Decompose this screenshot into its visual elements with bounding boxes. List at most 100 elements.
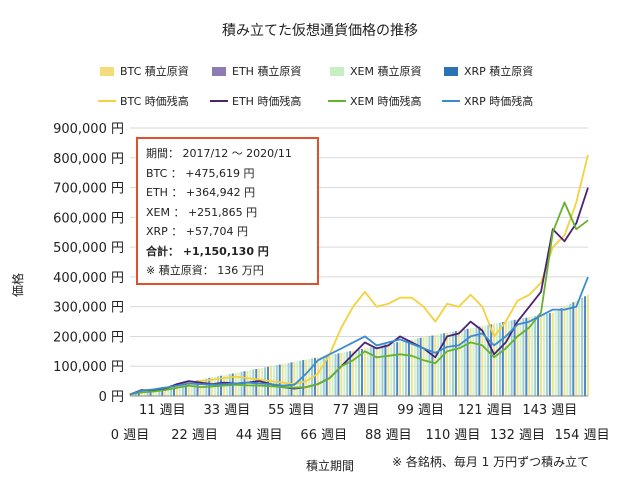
principal-bar (519, 318, 522, 396)
principal-bar (140, 390, 143, 396)
principal-bar (284, 363, 287, 396)
principal-bar (278, 364, 281, 396)
x-tick-label: 66 週目 (300, 428, 347, 443)
y-axis: 0 円 100,000 円 200,000 円 300,000 円 400,000 円 5… (53, 122, 124, 405)
principal-bar (393, 342, 396, 396)
principal-bar (358, 349, 360, 396)
principal-bar (399, 341, 402, 396)
principal-bar (510, 320, 513, 396)
principal-bar (407, 339, 410, 396)
principal-bar (363, 348, 366, 396)
legend-label: XRP 積立原資 (464, 64, 533, 78)
principal-bar (290, 362, 293, 396)
principal-bar (302, 360, 305, 396)
principal-bar (190, 381, 193, 396)
summary-principal: ※ 積立原資： 136 万円 (146, 264, 264, 277)
principal-bar (352, 350, 355, 396)
summary-period: 期間： 2017/12 ～ 2020/11 (146, 147, 292, 160)
principal-bar (293, 361, 296, 396)
principal-bar (313, 357, 316, 396)
principal-bar (478, 326, 481, 396)
legend-swatch (212, 67, 226, 76)
principal-bar (569, 303, 572, 396)
x-tick-label: 132 週目 (490, 428, 545, 443)
principal-bar (287, 362, 290, 396)
principal-bar (178, 383, 181, 396)
x-tick-label: 55 週目 (268, 403, 315, 418)
x-tick-label: 99 週目 (397, 403, 444, 418)
series-line (129, 201, 589, 396)
summary-xem: XEM ： +251,865 円 (146, 205, 258, 219)
principal-bar (305, 359, 308, 396)
principal-bar (472, 327, 475, 396)
principal-bar (387, 343, 390, 396)
principal-bar (410, 339, 413, 396)
principal-bar (281, 363, 284, 396)
principal-bar (449, 332, 452, 396)
principal-bar (487, 324, 490, 396)
principal-bar (578, 299, 581, 396)
principal-bar (343, 352, 346, 396)
principal-bar (545, 313, 548, 396)
principal-bar (404, 340, 407, 396)
principal-bar (196, 380, 199, 396)
principal-bar (416, 338, 419, 396)
principal-bar (296, 361, 299, 396)
principal-bar (522, 318, 525, 396)
principal-bar (308, 358, 311, 396)
x-tick-label: 121 週目 (458, 403, 513, 418)
legend-label: XEM 積立原資 (350, 64, 421, 78)
summary-xrp: XRP ： +57,704 円 (146, 225, 249, 238)
x-tick-label: 88 週目 (365, 428, 412, 443)
chart-legend: BTC 積立原資 ETH 積立原資 XEM 積立原資 XRP 積立原資 BTC 時価残高… (98, 64, 533, 108)
principal-bar (402, 341, 405, 396)
principal-bar (384, 344, 387, 396)
principal-bar (516, 319, 519, 396)
principal-bar (572, 302, 575, 396)
x-tick-label: 77 週目 (333, 403, 380, 418)
chart-title: 積み立てた仮想通貨価格の推移 (222, 22, 418, 39)
y-tick-label: 800,000 円 (53, 152, 124, 167)
principal-bar (425, 336, 428, 396)
legend-swatch (444, 67, 458, 76)
principal-bar (531, 316, 534, 396)
y-tick-label: 600,000 円 (53, 211, 124, 226)
principal-bar (446, 332, 449, 396)
principal-bar (542, 314, 545, 396)
principal-bar (319, 356, 322, 396)
y-tick-label: 900,000 円 (53, 122, 124, 137)
legend-label: BTC 積立原資 (120, 64, 189, 78)
x-tick-label: 143 週目 (522, 403, 577, 418)
principal-bar (316, 357, 319, 396)
market-value-lines (129, 154, 589, 396)
principal-bar (258, 368, 261, 396)
principal-bar (551, 312, 554, 396)
principal-bar (175, 384, 178, 396)
principal-bar (275, 365, 278, 396)
principal-bar (173, 384, 176, 396)
principal-bar (528, 317, 531, 396)
principal-bar (581, 297, 584, 396)
y-tick-label: 500,000 円 (53, 241, 124, 256)
principal-bar (584, 296, 587, 396)
footnote: ※ 各銘柄、毎月 1 万円ずつ積み立て (392, 454, 589, 469)
principal-bar (537, 315, 540, 396)
x-axis-title: 積立期間 (306, 458, 354, 473)
principal-bar (504, 321, 507, 396)
principal-bar (340, 352, 343, 396)
x-tick-label: 22 週目 (171, 428, 218, 443)
principal-bar (463, 329, 466, 396)
principal-bar (566, 305, 569, 396)
y-tick-label: 200,000 円 (53, 330, 124, 345)
x-axis: 11 週目 33 週目 55 週目 77 週目 99 週目 121 週目 143 週目 0 週… (111, 395, 610, 443)
principal-bar (443, 333, 446, 396)
legend-swatch (330, 67, 344, 76)
principal-bar (460, 329, 463, 396)
principal-bar (469, 328, 472, 396)
legend-label: ETH 積立原資 (232, 64, 301, 78)
y-tick-label: 0 円 (99, 390, 124, 405)
principal-bar (501, 322, 504, 396)
principal-bar (475, 327, 478, 396)
x-tick-label: 33 週目 (204, 403, 251, 418)
